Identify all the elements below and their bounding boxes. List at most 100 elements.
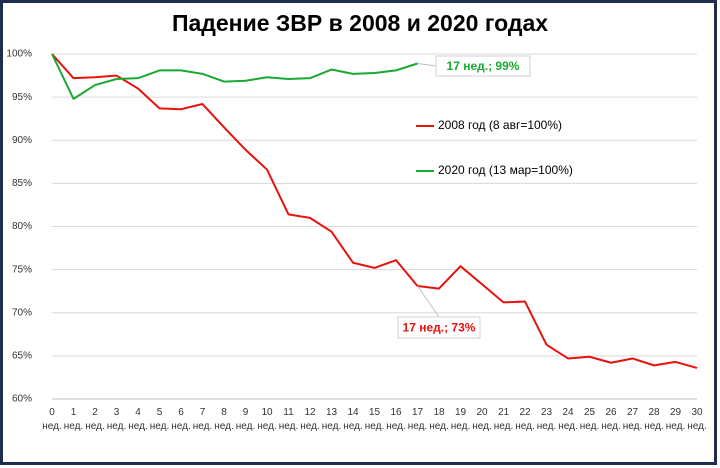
- x-tick-part: 18: [433, 407, 445, 418]
- x-tick-part: нед.: [601, 421, 620, 432]
- x-tick-part: 22: [519, 407, 531, 418]
- x-tick-part: нед.: [408, 421, 427, 432]
- y-tick-label: 70%: [12, 307, 32, 318]
- x-tick-part: 21: [498, 407, 510, 418]
- x-tick-part: 6: [178, 407, 184, 418]
- x-tick-part: нед.: [580, 421, 599, 432]
- x-tick-part: 29: [670, 407, 682, 418]
- x-tick-label: 28 нед.: [644, 407, 663, 432]
- x-tick-part: нед.: [558, 421, 577, 432]
- x-tick-label: 5 нед.: [150, 407, 169, 432]
- x-tick-part: нед.: [666, 421, 685, 432]
- x-tick-part: нед.: [300, 421, 319, 432]
- x-tick-part: нед.: [85, 421, 104, 432]
- x-tick-part: нед.: [472, 421, 491, 432]
- x-tick-part: 4: [135, 407, 141, 418]
- x-tick-part: нед.: [214, 421, 233, 432]
- x-tick-part: 16: [390, 407, 402, 418]
- x-tick-label: 19 нед.: [451, 407, 470, 432]
- x-tick-label: 6 нед.: [171, 407, 190, 432]
- x-tick-part: 1: [71, 407, 77, 418]
- x-tick-label: 25 нед.: [580, 407, 599, 432]
- x-tick-part: 7: [200, 407, 206, 418]
- x-tick-part: 28: [648, 407, 660, 418]
- x-tick-part: нед.: [537, 421, 556, 432]
- x-tick-label: 10 нед.: [257, 407, 276, 432]
- x-tick-part: нед.: [42, 421, 61, 432]
- y-tick-label: 80%: [12, 221, 32, 232]
- x-tick-label: 20 нед.: [472, 407, 491, 432]
- x-tick-label: 11 нед.: [279, 407, 298, 432]
- x-tick-label: 3 нед.: [107, 407, 126, 432]
- x-tick-part: 14: [347, 407, 359, 418]
- x-tick-part: 20: [476, 407, 488, 418]
- x-tick-label: 18 нед.: [429, 407, 448, 432]
- x-tick-part: 2: [92, 407, 98, 418]
- x-tick-label: 1 нед.: [64, 407, 83, 432]
- x-tick-part: 9: [243, 407, 249, 418]
- annotation: 17 нед.; 73%: [403, 321, 476, 335]
- x-tick-label: 16 нед.: [386, 407, 405, 432]
- annotation-box: [397, 316, 481, 339]
- x-tick-part: 25: [584, 407, 596, 418]
- x-tick-part: 3: [114, 407, 120, 418]
- x-tick-label: 21 нед.: [494, 407, 513, 432]
- y-tick-label: 60%: [12, 394, 32, 405]
- x-tick-label: 13 нед.: [322, 407, 341, 432]
- x-tick-part: нед.: [494, 421, 513, 432]
- x-tick-label: 23 нед.: [537, 407, 556, 432]
- x-tick-part: 0: [49, 407, 55, 418]
- x-tick-part: нед.: [322, 421, 341, 432]
- x-tick-part: нед.: [128, 421, 147, 432]
- annotation-box: [435, 55, 531, 77]
- x-tick-part: 13: [326, 407, 338, 418]
- x-tick-part: 30: [691, 407, 703, 418]
- x-tick-label: 22 нед.: [515, 407, 534, 432]
- x-tick-label: 8 нед.: [214, 407, 233, 432]
- x-tick-part: нед.: [193, 421, 212, 432]
- x-tick-part: нед.: [150, 421, 169, 432]
- x-tick-label: 12 нед.: [300, 407, 319, 432]
- annotation: 17 нед.; 99%: [447, 59, 520, 73]
- x-tick-part: нед.: [386, 421, 405, 432]
- y-tick-label: 65%: [12, 351, 32, 362]
- x-tick-label: 15 нед.: [365, 407, 384, 432]
- y-tick-label: 90%: [12, 135, 32, 146]
- x-tick-part: 15: [369, 407, 381, 418]
- x-tick-label: 29 нед.: [666, 407, 685, 432]
- x-tick-label: 24 нед.: [558, 407, 577, 432]
- x-tick-part: нед.: [644, 421, 663, 432]
- x-tick-part: 8: [221, 407, 227, 418]
- x-tick-part: 24: [562, 407, 574, 418]
- x-tick-part: 17: [412, 407, 424, 418]
- x-tick-label: 27 нед.: [623, 407, 642, 432]
- x-tick-part: нед.: [257, 421, 276, 432]
- series-line: [51, 53, 418, 100]
- x-tick-part: 10: [261, 407, 273, 418]
- x-tick-part: нед.: [107, 421, 126, 432]
- x-tick-part: 12: [304, 407, 316, 418]
- x-tick-part: 5: [157, 407, 163, 418]
- x-tick-label: 30 нед.: [687, 407, 706, 432]
- x-tick-part: 26: [605, 407, 617, 418]
- x-tick-part: нед.: [171, 421, 190, 432]
- x-tick-part: 11: [283, 407, 294, 418]
- x-tick-part: нед.: [623, 421, 642, 432]
- x-tick-label: 7 нед.: [193, 407, 212, 432]
- x-tick-part: нед.: [64, 421, 83, 432]
- x-tick-label: 9 нед.: [236, 407, 255, 432]
- x-tick-part: нед.: [279, 421, 298, 432]
- x-tick-label: 4 нед.: [128, 407, 147, 432]
- x-tick-part: 19: [455, 407, 467, 418]
- series-line: [51, 53, 698, 369]
- x-tick-label: 2 нед.: [85, 407, 104, 432]
- x-tick-part: нед.: [343, 421, 362, 432]
- x-tick-label: 17 нед.: [408, 407, 427, 432]
- x-tick-part: нед.: [236, 421, 255, 432]
- x-tick-part: 27: [627, 407, 639, 418]
- x-tick-part: нед.: [429, 421, 448, 432]
- x-tick-part: нед.: [515, 421, 534, 432]
- y-tick-label: 85%: [12, 178, 32, 189]
- y-tick-label: 75%: [12, 264, 32, 275]
- y-tick-label: 95%: [12, 92, 32, 103]
